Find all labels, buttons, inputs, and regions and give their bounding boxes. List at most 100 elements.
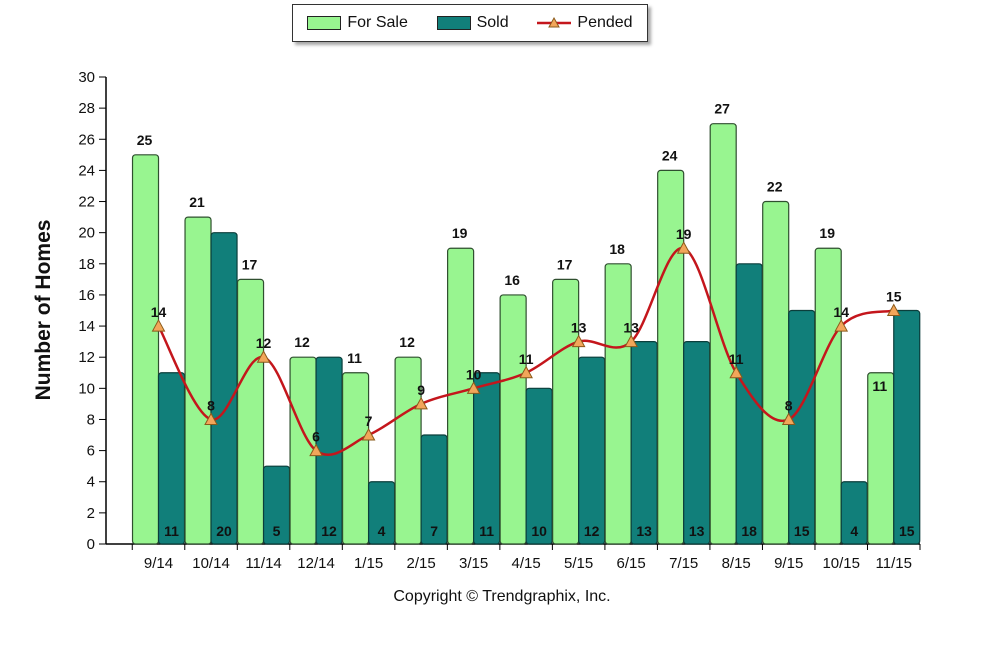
sold-swatch — [436, 16, 471, 30]
for-sale-bar — [236, 278, 265, 545]
pended-value-label: 8 — [207, 397, 215, 413]
sold-bar — [578, 356, 606, 545]
pended-value-label: 9 — [417, 382, 425, 398]
pended-marker — [729, 365, 744, 379]
x-tick-label: 5/15 — [564, 555, 593, 572]
pended-value-label: 14 — [833, 304, 849, 320]
for-sale-value-label: 21 — [189, 194, 205, 210]
pended-marker — [624, 334, 639, 348]
y-tick-label: 18 — [78, 256, 95, 273]
for-sale-bar — [867, 372, 895, 545]
for-sale-bar — [499, 294, 527, 545]
y-tick-label: 10 — [78, 380, 95, 397]
pended-marker — [151, 319, 166, 332]
sold-value-label: 7 — [430, 523, 438, 539]
y-tick-label: 0 — [87, 536, 95, 553]
y-tick-label: 6 — [87, 443, 95, 460]
sold-bar — [157, 372, 186, 545]
for-sale-value-label: 12 — [294, 334, 310, 350]
x-tick-label: 7/15 — [669, 555, 698, 572]
for-sale-bar — [131, 154, 160, 545]
pended-value-label: 11 — [519, 351, 534, 367]
for-sale-bar — [709, 123, 737, 545]
x-tick-label: 2/15 — [406, 555, 435, 572]
for-sale-value-label: 17 — [557, 256, 573, 272]
sold-value-label: 4 — [850, 523, 858, 539]
sold-value-label: 15 — [899, 523, 915, 539]
pended-value-label: 14 — [151, 304, 167, 320]
x-tick-label: 4/15 — [512, 555, 541, 572]
y-tick-label: 20 — [78, 225, 95, 242]
for-sale-value-label: 17 — [242, 256, 258, 272]
x-tick-label: 1/15 — [354, 555, 383, 572]
y-tick-label: 12 — [78, 349, 95, 366]
pended-marker — [834, 319, 849, 332]
for-sale-bar — [184, 216, 212, 545]
y-tick-label: 8 — [87, 411, 95, 428]
y-tick-label: 16 — [78, 287, 95, 304]
pended-marker — [886, 303, 901, 316]
y-tick-label: 14 — [78, 318, 95, 335]
sold-value-label: 13 — [689, 523, 705, 539]
pended-value-label: 6 — [312, 429, 320, 445]
legend-label-for-sale: For Sale — [347, 14, 408, 31]
pended-value-label: 15 — [886, 289, 902, 305]
y-tick-label: 2 — [87, 505, 95, 522]
sold-bar — [683, 341, 711, 545]
for-sale-value-label: 19 — [452, 225, 468, 241]
pended-marker — [414, 396, 428, 410]
x-tick-label: 3/15 — [459, 555, 488, 572]
pended-marker — [519, 365, 533, 379]
pended-value-label: 13 — [571, 320, 587, 336]
x-tick-label: 11/15 — [876, 555, 912, 572]
sold-value-label: 11 — [164, 523, 179, 539]
y-tick-label: 4 — [87, 474, 95, 491]
legend-item-for-sale: For Sale — [307, 14, 408, 32]
pended-marker — [571, 334, 586, 348]
legend-item-pended: Pended — [537, 14, 633, 32]
pended-value-label: 13 — [623, 320, 639, 336]
for-sale-bar — [762, 200, 790, 545]
pended-marker — [256, 350, 271, 363]
for-sale-value-label: 27 — [714, 101, 730, 117]
sold-bar — [210, 232, 238, 545]
y-axis-label: Number of Homes — [32, 219, 55, 401]
pended-marker — [676, 241, 691, 254]
x-tick-label: 10/14 — [192, 555, 230, 572]
pended-value-label: 12 — [256, 335, 272, 351]
for-sale-value-label: 12 — [399, 334, 415, 350]
sold-value-label: 5 — [273, 523, 281, 539]
pended-line-marker-icon — [537, 16, 572, 28]
for-sale-bar — [447, 247, 475, 545]
y-tick-label: 24 — [78, 162, 95, 179]
for-sale-value-label: 11 — [872, 378, 887, 394]
for-sale-bar — [814, 247, 842, 545]
x-tick-label: 6/15 — [617, 555, 646, 572]
sold-bar — [315, 356, 343, 545]
for-sale-bar — [604, 263, 632, 545]
copyright-text: Copyright © Trendgraphix, Inc. — [393, 588, 611, 605]
sold-value-label: 12 — [321, 523, 337, 539]
sold-value-label: 15 — [794, 523, 810, 539]
y-tick-label: 28 — [78, 100, 95, 117]
for-sale-bar — [341, 372, 370, 545]
x-tick-label: 10/15 — [822, 555, 860, 572]
for-sale-value-label: 11 — [347, 350, 362, 366]
sold-bar — [525, 387, 553, 545]
pended-value-label: 11 — [729, 351, 744, 367]
pended-value-label: 8 — [785, 397, 793, 413]
pended-marker — [204, 412, 218, 425]
pended-marker — [361, 427, 376, 441]
legend-item-sold: Sold — [436, 14, 509, 32]
sold-value-label: 10 — [531, 523, 547, 539]
for-sale-value-label: 19 — [819, 225, 835, 241]
for-sale-value-label: 18 — [609, 241, 625, 257]
pended-marker — [781, 412, 796, 425]
pended-value-label: 10 — [466, 366, 482, 382]
y-axis-label-wrap: Number of Homes — [0, 0, 90, 640]
sold-value-label: 13 — [636, 523, 652, 539]
x-tick-label: 12/14 — [297, 555, 335, 572]
for-sale-value-label: 16 — [504, 272, 520, 288]
sold-bar — [630, 341, 658, 545]
